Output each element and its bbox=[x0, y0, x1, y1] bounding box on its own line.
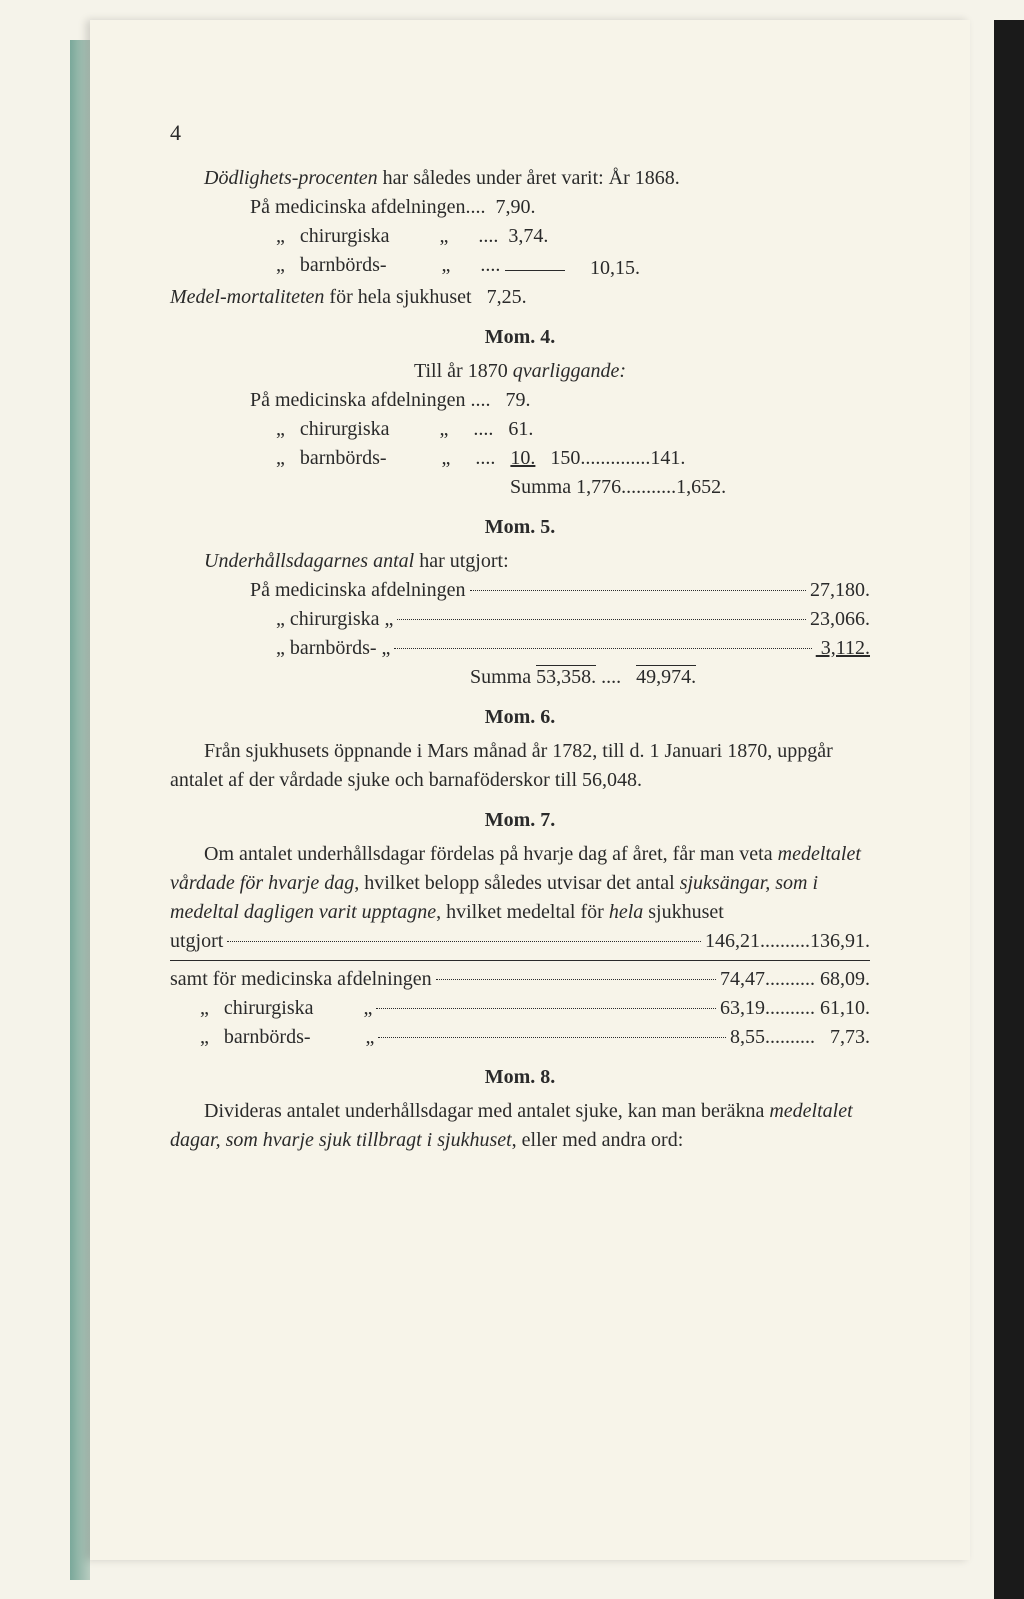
mom5-row-med: På medicinska afdelningen27,180. bbox=[170, 576, 870, 605]
mom5-row-chir: „ chirurgiska „ 23,066. bbox=[170, 605, 870, 634]
mom7-heading: Mom. 7. bbox=[170, 809, 870, 832]
mom6-heading: Mom. 6. bbox=[170, 706, 870, 729]
mortality-intro: Dödlighets-procenten har således under å… bbox=[170, 164, 870, 193]
mort-row-med: På medicinska afdelningen.... 7,90. bbox=[170, 193, 870, 222]
mom4-row-med: På medicinska afdelningen .... 79. bbox=[170, 386, 870, 415]
mom7-row-chir: „ chirurgiska „63,19.......... 61,10. bbox=[170, 994, 870, 1023]
mom4-summa: Summa 1,776...........1,652. bbox=[170, 473, 870, 502]
mom5-section: Underhållsdagarnes antal har utgjort: På… bbox=[170, 547, 870, 692]
mom5-summa: Summa 53,358. .... 49,974. bbox=[170, 663, 870, 692]
mom4-section: Till år 1870 qvarliggande: På medicinska… bbox=[170, 357, 870, 502]
mom6-body: Från sjukhusets öppnande i Mars månad år… bbox=[170, 737, 870, 795]
mom7-row-barn: „ barnbörds- „8,55.......... 7,73. bbox=[170, 1023, 870, 1052]
mom5-row-barn: „ barnbörds- „ 3,112. bbox=[170, 634, 870, 663]
mom4-heading: Mom. 4. bbox=[170, 326, 870, 349]
medel-mort: Medel-mortaliteten för hela sjukhuset 7,… bbox=[170, 283, 870, 312]
mortality-rest: har således under året varit: År 1868. bbox=[383, 167, 680, 189]
mom7-row-med: samt för medicinska afdelningen74,47....… bbox=[170, 965, 870, 994]
mom5-intro: Underhållsdagarnes antal har utgjort: bbox=[170, 547, 870, 576]
mom7-rule bbox=[170, 960, 870, 961]
mom4-intro: Till år 1870 qvarliggande: bbox=[170, 357, 870, 386]
mom7-utgjort: utgjort 146,21..........136,91. bbox=[170, 927, 870, 956]
page-number: 4 bbox=[170, 120, 870, 146]
document-page: 4 Dödlighets-procenten har således under… bbox=[90, 20, 970, 1560]
mom7-body: Om antalet underhållsdagar fördelas på h… bbox=[170, 840, 870, 927]
book-spine bbox=[70, 40, 90, 1580]
right-dark-edge bbox=[994, 20, 1024, 1599]
mom8-body: Divideras antalet underhållsdagar med an… bbox=[170, 1097, 870, 1155]
mortality-term: Dödlighets-procenten bbox=[204, 167, 378, 189]
mom8-heading: Mom. 8. bbox=[170, 1066, 870, 1089]
mom5-heading: Mom. 5. bbox=[170, 516, 870, 539]
mortality-section: Dödlighets-procenten har således under å… bbox=[170, 164, 870, 312]
mom4-row-chir: „ chirurgiska „ .... 61. bbox=[170, 415, 870, 444]
mort-row-chir: „ chirurgiska „ .... 3,74. bbox=[170, 222, 870, 251]
mom4-row-barn: „ barnbörds- „ .... 10. 150.............… bbox=[170, 444, 870, 473]
